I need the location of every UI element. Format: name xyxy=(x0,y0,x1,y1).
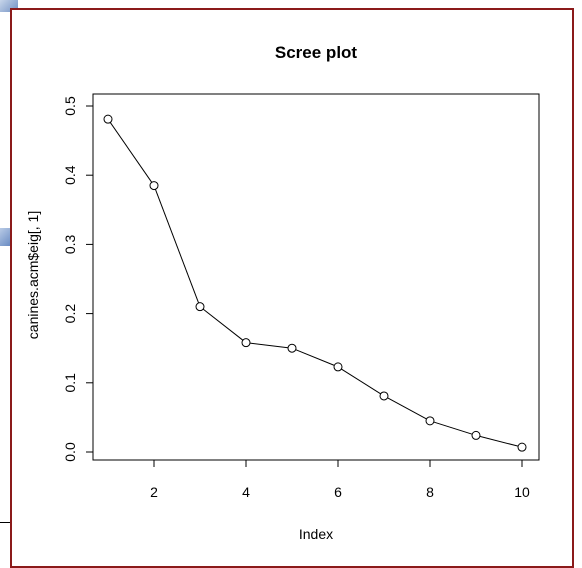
x-axis: 2 4 6 8 10 xyxy=(150,459,530,500)
background-divider xyxy=(0,522,14,523)
data-point xyxy=(517,442,527,452)
series-line-segment xyxy=(295,349,335,366)
y-axis: 0.0 0.1 0.2 0.3 0.4 0.5 xyxy=(62,96,94,462)
data-point xyxy=(103,114,113,124)
x-tick-label: 10 xyxy=(514,484,530,500)
series-line-segment xyxy=(202,308,244,341)
plot-window xyxy=(10,8,574,568)
y-tick-label: 0.5 xyxy=(62,96,78,116)
x-tick-label: 4 xyxy=(242,484,250,500)
background-app-icon xyxy=(0,228,12,246)
series-line-segment xyxy=(479,435,519,447)
data-point xyxy=(379,391,389,401)
y-tick-label: 0.0 xyxy=(62,442,78,462)
data-point xyxy=(425,416,435,426)
y-tick-label: 0.4 xyxy=(62,165,78,185)
series-line-segment xyxy=(341,368,381,395)
data-point xyxy=(149,181,159,191)
series-line-segment xyxy=(109,122,153,183)
x-tick-label: 6 xyxy=(334,484,342,500)
data-point xyxy=(287,343,297,353)
y-tick-label: 0.3 xyxy=(62,234,78,254)
data-point xyxy=(241,338,251,348)
series-line-segment xyxy=(387,397,427,420)
x-tick-label: 8 xyxy=(426,484,434,500)
series-line-segment xyxy=(249,342,289,349)
data-point xyxy=(333,362,343,372)
data-point xyxy=(195,302,205,312)
series-line-segment xyxy=(433,421,473,435)
y-tick-label: 0.1 xyxy=(62,373,78,393)
x-tick-label: 2 xyxy=(150,484,158,500)
data-series xyxy=(103,114,527,452)
chart-title: Scree plot xyxy=(275,43,358,62)
y-axis-label: canines.acm$eig[, 1] xyxy=(25,211,41,339)
series-line-segment xyxy=(154,189,200,304)
plot-box xyxy=(92,93,540,461)
y-tick-label: 0.2 xyxy=(62,304,78,324)
data-point xyxy=(471,430,481,440)
x-axis-label: Index xyxy=(299,526,333,542)
